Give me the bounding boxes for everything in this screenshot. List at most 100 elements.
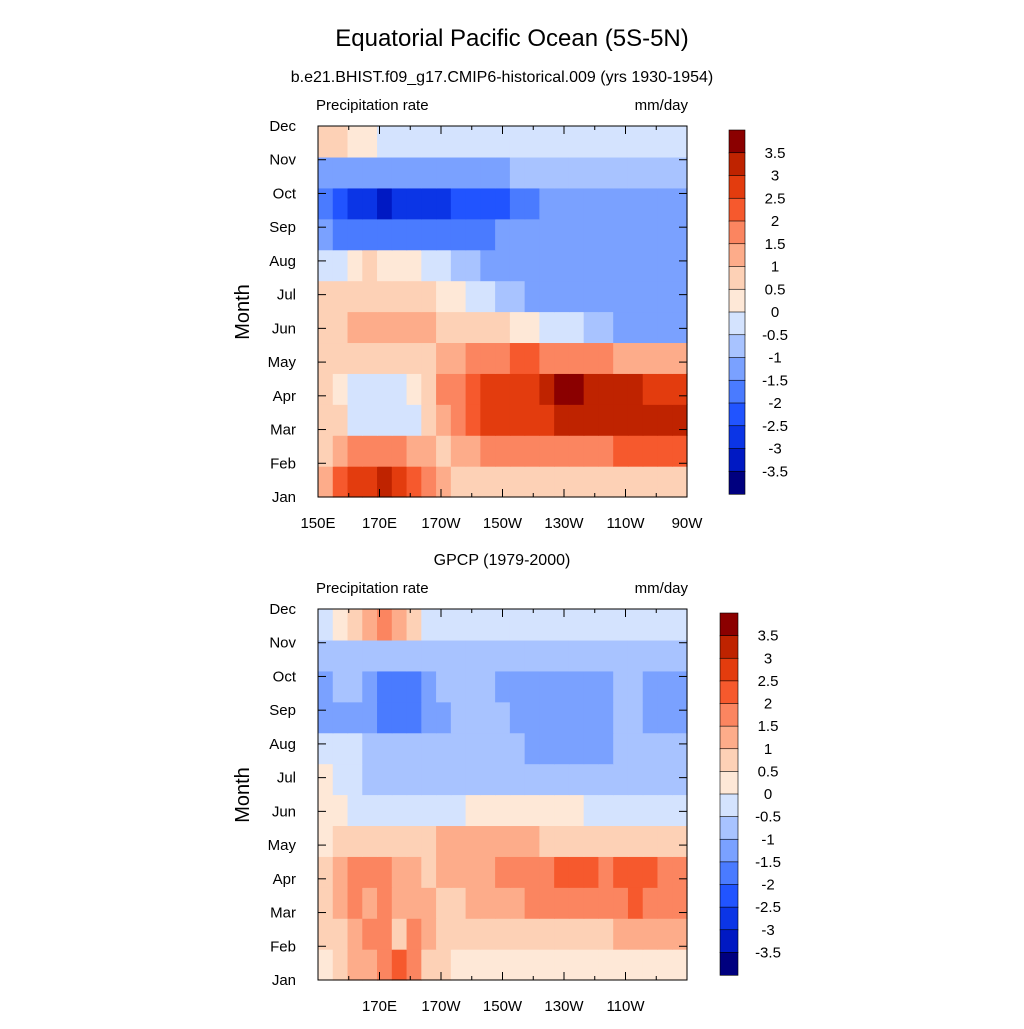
heatmap-cell — [672, 342, 688, 374]
panel-left-label: Precipitation rate — [316, 97, 429, 114]
heatmap-cell — [568, 126, 585, 158]
heatmap-cell — [613, 187, 629, 220]
heatmap-cell — [377, 126, 393, 158]
heatmap-cell — [495, 856, 511, 888]
heatmap-cell — [627, 732, 644, 765]
heatmap-cell — [509, 732, 526, 765]
panel-right-label: mm/day — [635, 97, 689, 114]
heatmap-cell — [627, 918, 644, 950]
heatmap-cell — [362, 156, 378, 189]
heatmap-cell — [598, 670, 614, 703]
heatmap-cell — [391, 794, 408, 827]
heatmap-cell — [539, 825, 555, 857]
heatmap-cell — [406, 373, 422, 405]
heatmap-cell — [642, 639, 659, 672]
heatmap-cell — [672, 126, 688, 158]
colorbar-box — [719, 816, 739, 840]
heatmap-cell — [568, 187, 585, 220]
heatmap-cell — [657, 187, 673, 220]
heatmap-cell — [318, 609, 334, 641]
heatmap-cell — [613, 763, 629, 796]
heatmap-cell — [583, 949, 600, 981]
heatmap-cell — [421, 670, 437, 703]
heatmap-cell — [657, 949, 673, 981]
heatmap-cell — [672, 609, 688, 641]
colorbar-label: 3 — [764, 650, 772, 667]
heatmap-cell — [613, 156, 629, 189]
heatmap-cell — [318, 435, 334, 467]
colorbar-box — [728, 402, 746, 427]
heatmap-cell — [627, 794, 644, 827]
heatmap-cell — [554, 918, 570, 950]
colorbar-label: -3 — [761, 922, 774, 939]
heatmap-cell — [568, 342, 585, 374]
heatmap-cell — [436, 466, 452, 498]
heatmap-cell — [465, 311, 481, 344]
heatmap-cell — [613, 404, 629, 436]
heatmap-cell — [583, 280, 600, 313]
heatmap-cell — [627, 156, 644, 189]
heatmap-cell — [554, 466, 570, 498]
heatmap-cell — [347, 856, 363, 888]
heatmap-cell — [318, 156, 334, 189]
heatmap-cell — [480, 249, 496, 282]
heatmap-cell — [657, 435, 673, 467]
heatmap-cell — [598, 918, 614, 950]
heatmap-cell — [598, 887, 614, 919]
heatmap-cell — [509, 311, 526, 344]
heatmap-cell — [406, 249, 422, 282]
heatmap-cell — [524, 311, 540, 344]
colorbar-box — [728, 129, 746, 154]
heatmap-cell — [598, 639, 614, 672]
heatmap-cell — [465, 373, 481, 405]
heatmap-cell — [627, 187, 644, 220]
heatmap-cell — [583, 701, 600, 734]
heatmap-cell — [480, 825, 496, 857]
heatmap-cell — [642, 670, 659, 703]
heatmap-cell — [465, 701, 481, 734]
heatmap-cell — [524, 249, 540, 282]
heatmap-cell — [627, 856, 644, 888]
heatmap-cell — [495, 825, 511, 857]
colorbar-box — [728, 175, 746, 199]
heatmap-cell — [318, 466, 334, 498]
heatmap-cell — [347, 404, 363, 436]
y-tick-label: Jul — [277, 287, 296, 304]
x-tick-label: 130W — [544, 515, 584, 532]
heatmap-cell — [362, 856, 378, 888]
colorbar-box — [728, 470, 746, 495]
heatmap-cell — [672, 825, 688, 857]
heatmap-cell — [480, 187, 496, 220]
heatmap-cell — [480, 311, 496, 344]
heatmap-cell — [362, 763, 378, 796]
heatmap-cell — [509, 794, 526, 827]
heatmap-cell — [539, 311, 555, 344]
y-tick-label: Nov — [269, 635, 296, 652]
heatmap-cell — [377, 342, 393, 374]
heatmap-cell — [657, 918, 673, 950]
heatmap-cell — [406, 466, 422, 498]
colorbar-box — [728, 379, 746, 404]
heatmap-cell — [495, 280, 511, 313]
heatmap-cell — [524, 639, 540, 672]
heatmap-cell — [583, 670, 600, 703]
heatmap-cell — [495, 218, 511, 251]
heatmap-cell — [332, 311, 349, 344]
heatmap-cell — [480, 373, 496, 405]
colorbar-label: -3.5 — [755, 944, 781, 961]
heatmap-cell — [495, 435, 511, 467]
colorbar-label: 2.5 — [765, 190, 786, 207]
heatmap-cell — [568, 794, 585, 827]
heatmap-cell — [642, 856, 659, 888]
y-axis-label: Month — [232, 284, 254, 340]
heatmap-cell — [524, 763, 540, 796]
heatmap-cell — [598, 466, 614, 498]
heatmap-cell — [583, 918, 600, 950]
x-tick-label: 110W — [606, 998, 645, 1015]
heatmap-cell — [436, 639, 452, 672]
heatmap-cell — [347, 918, 363, 950]
heatmap-cell — [347, 218, 363, 251]
heatmap-cell — [465, 949, 481, 981]
heatmap-cell — [450, 466, 467, 498]
heatmap-cell — [568, 466, 585, 498]
